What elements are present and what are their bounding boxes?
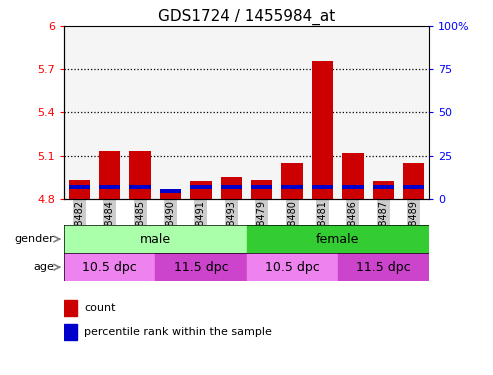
Bar <box>312 61 333 199</box>
Bar <box>190 185 211 189</box>
Bar <box>338 253 429 281</box>
Bar <box>155 253 246 281</box>
Bar <box>130 151 151 199</box>
Text: 10.5 dpc: 10.5 dpc <box>265 261 319 274</box>
Text: 11.5 dpc: 11.5 dpc <box>174 261 228 274</box>
Bar <box>221 185 242 189</box>
Bar <box>246 225 444 253</box>
Bar <box>312 185 333 189</box>
Text: count: count <box>84 303 116 313</box>
Bar <box>64 225 246 253</box>
Bar <box>403 185 424 189</box>
Bar <box>251 185 272 189</box>
Bar <box>342 185 363 189</box>
Text: 10.5 dpc: 10.5 dpc <box>82 261 137 274</box>
Bar <box>99 185 120 189</box>
Bar <box>99 151 120 199</box>
Bar <box>64 324 77 340</box>
Text: gender: gender <box>14 234 54 244</box>
Bar <box>373 185 394 189</box>
Bar <box>64 253 155 281</box>
Bar <box>282 185 303 189</box>
Bar <box>160 189 181 193</box>
Bar <box>64 300 77 316</box>
Title: GDS1724 / 1455984_at: GDS1724 / 1455984_at <box>158 9 335 25</box>
Bar <box>69 180 90 199</box>
Bar <box>251 180 272 199</box>
Bar <box>373 182 394 199</box>
Text: male: male <box>140 232 171 246</box>
Bar <box>130 185 151 189</box>
Bar <box>246 253 338 281</box>
Bar <box>282 163 303 199</box>
Text: age: age <box>34 262 54 272</box>
Text: female: female <box>316 232 359 246</box>
Text: 11.5 dpc: 11.5 dpc <box>356 261 411 274</box>
Bar <box>342 153 363 199</box>
Bar <box>221 177 242 199</box>
Bar <box>160 190 181 199</box>
Text: percentile rank within the sample: percentile rank within the sample <box>84 327 272 337</box>
Bar <box>403 163 424 199</box>
Bar <box>69 185 90 189</box>
Bar <box>190 182 211 199</box>
